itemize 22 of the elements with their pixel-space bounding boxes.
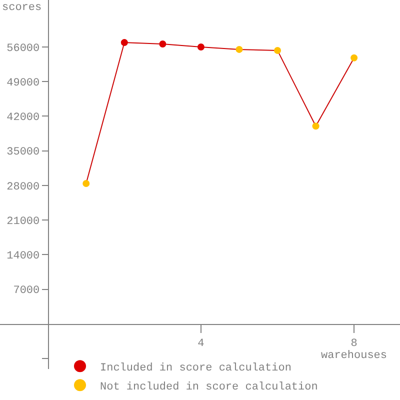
y-tick-label: 7000 [13, 285, 40, 298]
point [159, 40, 166, 48]
point [274, 46, 282, 54]
y-tick-label: 56000 [6, 42, 40, 55]
legend-label: Not included in score calculation [100, 381, 318, 394]
point [120, 39, 128, 46]
y-tick-label: 49000 [6, 77, 40, 90]
y-tick-label: 42000 [6, 112, 40, 124]
y-tick-label: 21000 [6, 216, 40, 228]
x-tick-label: 4 [198, 338, 205, 350]
point [312, 122, 320, 130]
point [350, 54, 358, 62]
y-tick-label: 14000 [6, 250, 40, 263]
point [197, 43, 204, 50]
point [236, 46, 243, 53]
x-tick-label: 8 [350, 338, 358, 350]
x-axis-title: warehouses [321, 350, 388, 362]
legend-label: Included in score calculation [100, 362, 292, 374]
y-tick-label: 35000 [6, 146, 40, 159]
point [82, 180, 90, 188]
y-axis-title: scores [2, 2, 42, 14]
y-tick-label: 28000 [6, 181, 40, 194]
